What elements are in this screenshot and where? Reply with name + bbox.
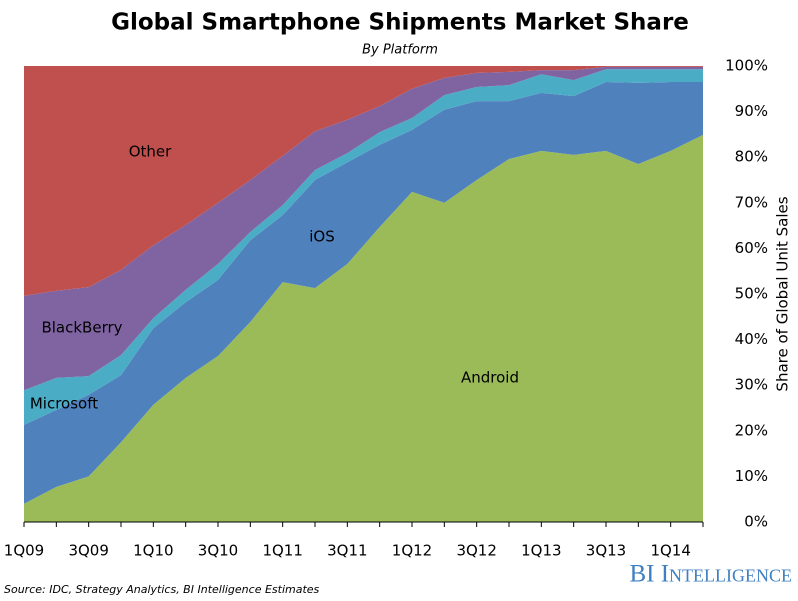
- y-tick-label: 80%: [735, 148, 768, 166]
- x-tick-label: 3Q13: [586, 542, 626, 560]
- y-tick-label: 60%: [735, 239, 768, 257]
- series-label: Other: [129, 143, 172, 161]
- series-label: iOS: [309, 228, 335, 246]
- x-tick-label: 1Q14: [650, 542, 690, 560]
- x-tick-label: 1Q11: [262, 542, 302, 560]
- y-tick-label: 0%: [744, 513, 768, 531]
- chart-subtitle: By Platform: [362, 43, 438, 58]
- x-tick-label: 1Q10: [133, 542, 173, 560]
- y-tick-label: 90%: [735, 102, 768, 120]
- x-tick-label: 3Q10: [198, 542, 238, 560]
- y-tick-label: 70%: [735, 193, 768, 211]
- y-tick-label: 10%: [735, 467, 768, 485]
- area: [24, 134, 703, 522]
- x-tick-label: 3Q11: [327, 542, 367, 560]
- y-tick-label: 20%: [735, 421, 768, 439]
- brand-logo: BI Intelligence: [629, 561, 792, 588]
- y-tick-label: 100%: [725, 57, 768, 75]
- series-label: Android: [461, 369, 519, 387]
- x-tick-label: 3Q09: [68, 542, 108, 560]
- area: [24, 66, 703, 296]
- x-tick-label: 3Q12: [456, 542, 496, 560]
- area: [24, 66, 703, 391]
- y-tick-label: 40%: [735, 330, 768, 348]
- area: [24, 69, 703, 425]
- y-tick-label: 30%: [735, 376, 768, 394]
- source-note: Source: IDC, Strategy Analytics, BI Inte…: [4, 583, 320, 596]
- x-tick-label: 1Q12: [392, 542, 432, 560]
- chart-title: Global Smartphone Shipments Market Share: [111, 10, 689, 36]
- series-label: BlackBerry: [41, 319, 122, 337]
- y-axis-label: Share of Global Unit Sales: [774, 196, 792, 391]
- series-label: Microsoft: [30, 395, 98, 413]
- y-tick-label: 50%: [735, 285, 768, 303]
- x-tick-label: 1Q13: [521, 542, 561, 560]
- area: [24, 81, 703, 504]
- x-tick-label: 1Q09: [4, 542, 44, 560]
